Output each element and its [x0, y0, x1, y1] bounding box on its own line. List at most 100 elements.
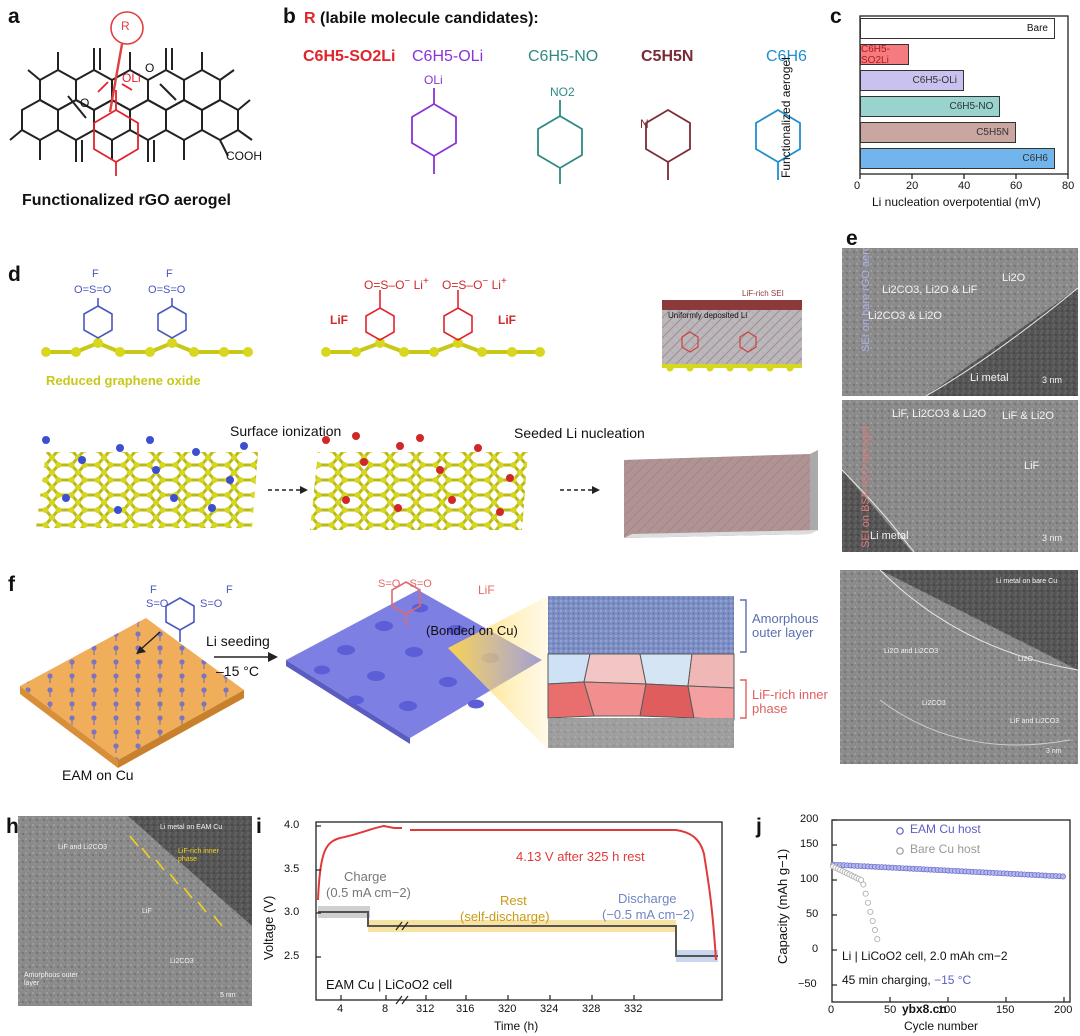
overpotential-xtick: 20: [906, 180, 919, 192]
li-seeding-label: Li seeding: [206, 633, 270, 649]
rgo-structure: [9, 48, 253, 162]
voltage-xtick: 8: [382, 1003, 389, 1015]
candidate-nitroso: C6H5-NO: [528, 48, 599, 65]
s-atom: S: [409, 578, 417, 590]
overpotential-xtick: 40: [958, 180, 971, 192]
voltage-xtick: 328: [582, 1003, 601, 1015]
panel-label-f: f: [8, 573, 15, 596]
bare-point: [874, 936, 881, 943]
discharge-rate: (−0.5 mA cm−2): [602, 907, 695, 922]
overpotential-xtick: 0: [854, 180, 861, 192]
s-atom: S: [146, 598, 154, 610]
charge-rate: (0.5 mA cm−2): [326, 885, 411, 900]
tem-h-label-2: LiF-rich inner phase: [178, 848, 219, 863]
cell-label-i: EAM Cu | LiCoO2 cell: [326, 977, 453, 992]
condition-temp: −15 °C: [934, 973, 972, 987]
voltage-ytick: 4.0: [284, 819, 300, 831]
capacity-xtick: 100: [938, 1004, 957, 1016]
overpotential-bar: C6H6: [860, 148, 1055, 169]
rest-label: Rest: [500, 893, 527, 908]
candidate-sulfonate: C6H5-SO2Li: [303, 48, 396, 65]
bare-point: [869, 917, 876, 924]
axis-break: [395, 921, 409, 1005]
ring-nitro: [537, 100, 583, 184]
lattice-ionized: [310, 432, 528, 530]
s-atom: S: [458, 278, 467, 292]
bare-point: [871, 927, 878, 934]
lattice-bsf: [36, 436, 258, 528]
tem-bsf-label-1: LiF, Li2CO3 & Li2O: [892, 408, 987, 420]
o-atom: O: [395, 278, 405, 292]
overpotential-bar: C6H5-SO2Li: [860, 44, 910, 66]
o-atom: O: [176, 284, 186, 296]
tem-g-label-4: LiF and Li2CO3: [1010, 718, 1060, 725]
capacity-ticks: [832, 819, 1065, 1002]
tem-h-label-5: Amorphous outer layer: [24, 972, 78, 987]
s-atom: S: [200, 598, 208, 610]
tem-bsf-label-4: Li metal: [870, 530, 909, 542]
capacity-xtick: 50: [884, 1004, 897, 1016]
lif-sei-label: LiF-rich SEI: [742, 289, 784, 298]
watermark: ybx8.cn: [902, 1002, 947, 1016]
deposited-li-block: [662, 308, 802, 366]
o-atom: O: [391, 578, 401, 590]
o-atom: O: [423, 578, 432, 590]
o-atom: O: [148, 284, 157, 296]
tem-h-title: Li metal on EAM Cu: [160, 824, 223, 831]
tem-h-label-4: Li2CO3: [170, 958, 194, 965]
panel-label-a: a: [8, 5, 20, 28]
li-block: [624, 450, 818, 538]
bonded-molecule: [391, 581, 421, 626]
candidates-heading: R (labile molecule candidates):: [304, 10, 539, 28]
tem-h-label-1: LiF and Li2CO3: [58, 844, 108, 851]
lif-inner-label: LiF-rich inner phase: [752, 687, 828, 717]
legend-bare-marker: [896, 847, 904, 855]
eam-molecule: [165, 597, 195, 642]
capacity-ylabel: Capacity (mAh g−1): [775, 848, 790, 964]
sulfonyl-group-2: O=S=O: [148, 284, 186, 296]
eam-capacity-series: [830, 861, 1066, 880]
cooh-group: COOH: [226, 149, 262, 163]
r-group-label: R: [121, 19, 130, 33]
tem-g-scale: 3 nm: [1046, 748, 1062, 755]
capacity-axes: [831, 819, 1071, 1003]
overpotential-ylabel: Functionalized aerogel: [779, 57, 793, 178]
bsf-molecules: [83, 298, 187, 339]
condition-text: 45 min charging,: [842, 973, 931, 987]
panel-label-h: h: [6, 815, 19, 838]
zoom-beam: [448, 596, 548, 750]
rest-sub: (self-discharge): [460, 909, 550, 924]
candidate-benzene: C6H6: [766, 48, 807, 65]
overpotential-bar: C6H5-NO: [860, 96, 1001, 117]
o-atom: O: [473, 278, 483, 292]
overpotential-xtick: 80: [1062, 180, 1075, 192]
eam-sulfonyl-left: S=O: [146, 598, 169, 610]
eam-sulfonyl-right: S=O: [200, 598, 223, 610]
overpotential-bar: Bare: [860, 18, 1055, 39]
bonded-on-cu-label: (Bonded on Cu): [426, 623, 518, 638]
overpotential-xtick: 60: [1010, 180, 1023, 192]
lif-left: LiF: [330, 313, 348, 327]
panel-label-b: b: [283, 5, 296, 28]
voltage-xtick: 312: [416, 1003, 435, 1015]
eam-on-cu-label: EAM on Cu: [62, 767, 134, 783]
panel-a-caption: Functionalized rGO aerogel: [22, 192, 231, 209]
tem-bare-cu: Li metal on bare Cu Li2O and Li2CO3 Li2O…: [840, 570, 1078, 764]
tem-bare-rgo: SEI on bare rGO aerogel Li2CO3, Li2O & L…: [842, 248, 1078, 396]
backbone-nodes-left: [41, 338, 253, 357]
o-atom: O: [442, 278, 452, 292]
voltage-trace: [317, 824, 717, 961]
f-label-1: F: [92, 268, 99, 280]
cell-label-j: Li | LiCoO2 cell, 2.0 mAh cm−2: [842, 949, 1008, 963]
s-atom: S: [378, 578, 386, 590]
tem-bare-label-2: Li2O: [1002, 272, 1026, 284]
rest-annotation: 4.13 V after 325 h rest: [516, 849, 645, 864]
s-atom: S: [380, 278, 389, 292]
bare-point: [862, 890, 869, 897]
ionized-molecules: [365, 290, 473, 341]
o-atom: O: [213, 598, 223, 610]
tem-bare-cu-texture: [840, 570, 1078, 764]
tem-bare-label-4: Li metal: [970, 372, 1009, 384]
eam-point: [1060, 873, 1066, 880]
bare-point: [867, 908, 874, 915]
